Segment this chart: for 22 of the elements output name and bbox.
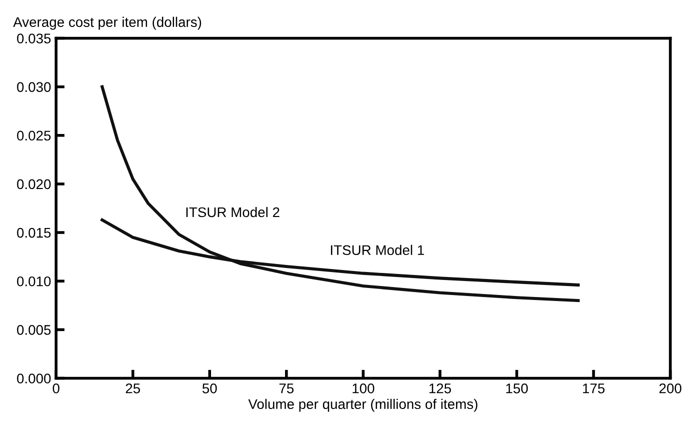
y-tick-label: 0.020 (17, 179, 51, 190)
x-tick-label: 25 (126, 383, 140, 394)
y-tick-label: 0.005 (17, 325, 51, 335)
y-tick-label: 0.035 (17, 34, 51, 44)
y-axis-title: Average cost per item (dollars) (13, 16, 202, 30)
x-tick-label: 50 (202, 383, 217, 394)
series-label: ITSUR Model 2 (186, 206, 280, 218)
x-tick-label: 200 (659, 383, 682, 394)
y-tick-label: 0.015 (17, 228, 51, 238)
y-tick-label: 0.000 (17, 374, 51, 384)
x-tick-label: 0 (52, 383, 60, 394)
y-tick-label: 0.025 (17, 130, 51, 141)
y-tick-label: 0.010 (17, 276, 51, 286)
line-series (100, 85, 580, 302)
x-tick-label: 150 (506, 383, 528, 394)
x-tick-label: 175 (583, 384, 605, 394)
x-tick-label: 125 (429, 383, 451, 394)
series-label: ITSUR Model 1 (330, 244, 424, 256)
x-tick-label: 100 (352, 383, 374, 394)
x-axis-title: Volume per quarter (millions of items) (248, 398, 478, 412)
y-tick-label: 0.030 (17, 82, 51, 92)
x-tick-label: 75 (279, 384, 294, 394)
